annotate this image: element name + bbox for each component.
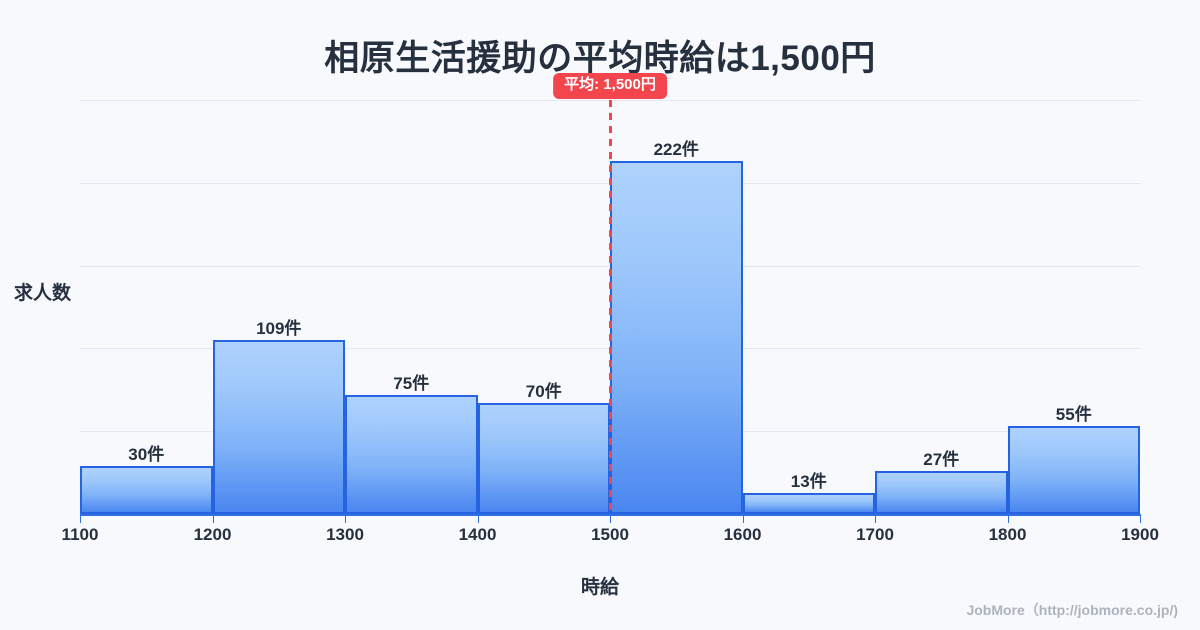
- x-axis-label: 時給: [580, 577, 619, 598]
- x-axis-tick-mark: [212, 514, 214, 523]
- x-axis-tick-mark: [1007, 514, 1009, 523]
- x-axis-tick-label: 1500: [591, 525, 629, 544]
- average-marker-line: [609, 100, 612, 514]
- x-axis-tick-label: 1300: [326, 525, 364, 544]
- x-axis-tick-label: 1700: [856, 525, 894, 544]
- average-badge: 平均: 1,500円: [553, 73, 667, 99]
- histogram-bar[interactable]: [1007, 426, 1140, 514]
- plot-area: 30件 109件 75件 70件 222件 13件 27件 55件 1100 1200 1300 14…: [62, 73, 1159, 544]
- x-axis-tick-label: 1800: [988, 525, 1027, 544]
- bar-value-label: 75件: [393, 373, 430, 393]
- watermark-credit: JobMore（http://jobmore.co.jp/): [966, 602, 1178, 618]
- bar-value-label: 13件: [790, 472, 827, 492]
- x-axis-tick-mark: [477, 514, 479, 523]
- bar-value-label: 30件: [128, 445, 165, 465]
- x-axis-tick-mark: [1140, 514, 1141, 523]
- y-axis-label: 求人数: [14, 283, 72, 304]
- x-axis-tick-mark: [345, 514, 346, 523]
- x-axis-tick-mark: [610, 514, 611, 523]
- x-axis-tick-mark: [742, 514, 744, 523]
- bar-value-label: 70件: [525, 381, 562, 401]
- histogram-bar[interactable]: [80, 466, 213, 514]
- x-axis-tick-mark: [80, 514, 81, 523]
- histogram-bar[interactable]: [477, 402, 610, 514]
- x-axis-tick-label: 1200: [193, 525, 232, 544]
- chart-title: 相原生活援助の平均時給は1,500円: [324, 39, 876, 78]
- x-axis-tick-mark: [875, 514, 876, 523]
- bar-value-label: 55件: [1055, 405, 1092, 425]
- x-axis-tick-label: 1400: [458, 525, 497, 544]
- histogram-bar[interactable]: [345, 394, 478, 514]
- x-axis-tick-label: 1900: [1121, 525, 1159, 544]
- histogram-bar[interactable]: [742, 493, 875, 514]
- histogram-bar[interactable]: [212, 340, 345, 514]
- x-axis-tick-label: 1100: [61, 525, 99, 544]
- histogram-bar[interactable]: [610, 160, 743, 514]
- bar-value-label: 27件: [923, 450, 960, 469]
- bar-value-label: 222件: [653, 139, 699, 159]
- bar-value-label: 109件: [256, 319, 302, 339]
- histogram-bar[interactable]: [875, 471, 1008, 514]
- x-axis-tick-label: 1600: [723, 525, 762, 544]
